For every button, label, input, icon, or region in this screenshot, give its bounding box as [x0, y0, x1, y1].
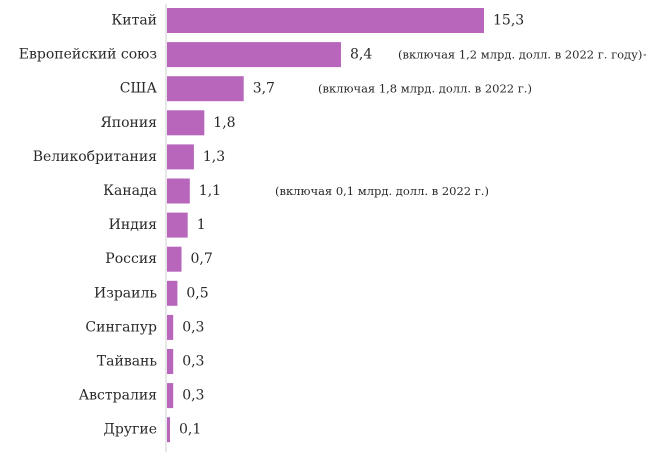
category-label: Израиль: [94, 285, 157, 301]
bar: [167, 417, 170, 443]
bar: [167, 76, 244, 102]
value-label: 3,7: [253, 81, 275, 97]
bar: [167, 42, 341, 68]
value-label: 0,1: [179, 422, 201, 438]
category-label: Япония: [100, 115, 157, 131]
value-label: 0,7: [191, 251, 213, 267]
annotation-label: (включая 1,8 млрд. долл. в 2022 г.): [318, 82, 532, 96]
category-label: Россия: [105, 251, 157, 267]
value-label: 1: [197, 217, 206, 233]
value-label: 0,3: [182, 388, 204, 404]
bar: [167, 349, 174, 374]
category-label: Австралия: [79, 388, 158, 404]
annotation-label: (включая 0,1 млрд. долл. в 2022 г.): [275, 184, 489, 198]
bar: [167, 8, 484, 33]
value-label: 1,1: [199, 183, 221, 199]
category-label: США: [120, 81, 158, 97]
bar: [167, 212, 188, 238]
category-label: Европейский союз: [19, 47, 157, 63]
category-label: Канада: [103, 183, 157, 199]
value-label: 15,3: [493, 13, 524, 29]
value-label: 8,4: [350, 47, 372, 63]
value-label: 0,5: [186, 285, 208, 301]
bar: [167, 178, 190, 204]
bar: [167, 144, 194, 170]
category-label: Другие: [103, 422, 157, 438]
value-label: 1,8: [213, 115, 235, 131]
bar: [167, 246, 182, 272]
annotation-label: (включая 1,2 млрд. долл. в 2022 г. году)…: [398, 48, 646, 62]
value-label: 0,3: [182, 354, 204, 370]
category-label: Тайвань: [97, 354, 158, 370]
category-label: Сингапур: [85, 319, 157, 335]
value-label: 1,3: [203, 149, 225, 165]
bar: [167, 383, 174, 409]
bar: [167, 314, 174, 340]
category-label: Индия: [109, 217, 157, 233]
category-label: Великобритания: [33, 149, 157, 165]
bar: [167, 110, 205, 136]
value-label: 0,3: [182, 319, 204, 335]
category-label: Китай: [111, 13, 157, 29]
bar: [167, 280, 178, 306]
